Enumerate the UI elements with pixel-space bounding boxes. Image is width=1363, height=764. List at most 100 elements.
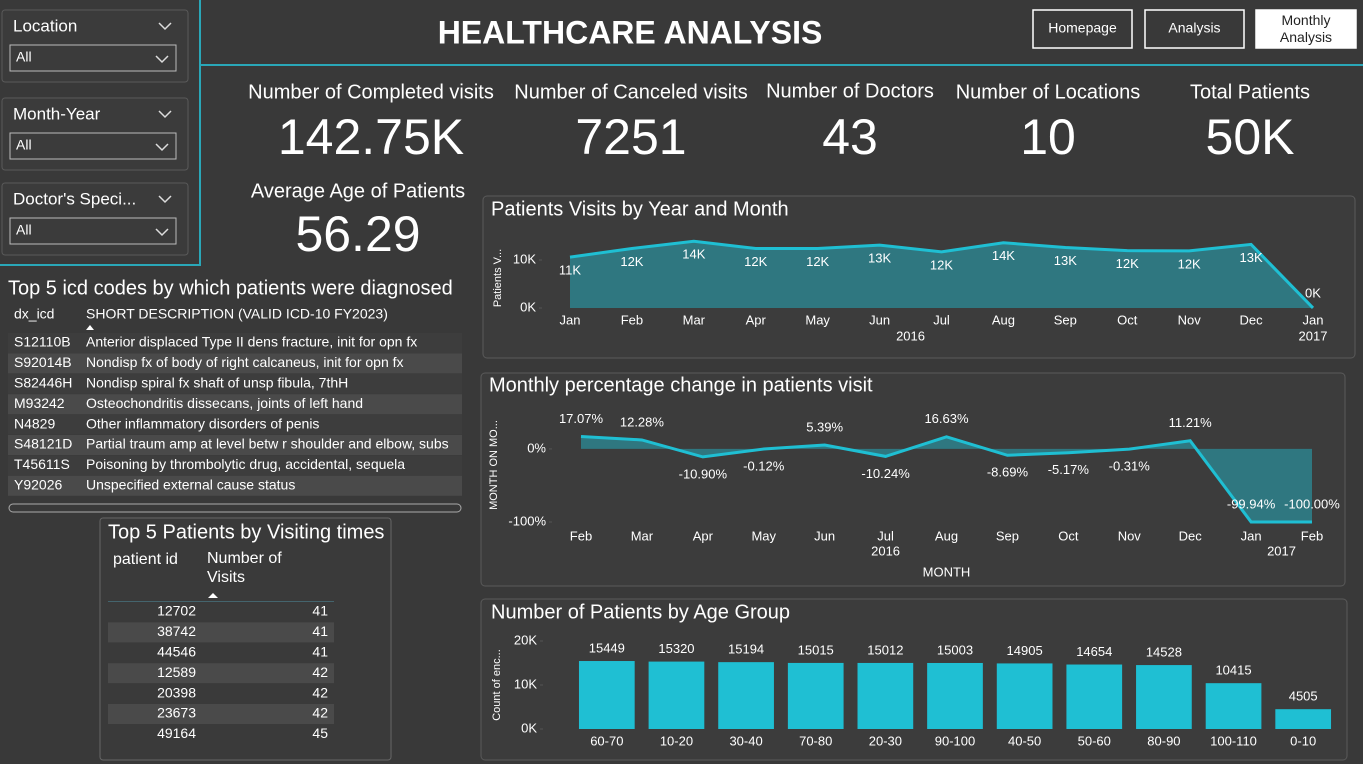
data-label: 15012 bbox=[867, 642, 903, 657]
table-title: Top 5 Patients by Visiting times bbox=[108, 521, 384, 543]
chevron-icon bbox=[158, 110, 172, 119]
nav-button-label-box: Monthly Analysis bbox=[1279, 12, 1333, 45]
x-tick-label: Aug bbox=[935, 528, 958, 543]
data-label: 15015 bbox=[798, 642, 834, 657]
x-tick-label: Jan bbox=[1303, 312, 1324, 327]
kpi-label: Number of Doctors bbox=[766, 80, 934, 102]
data-label: 14K bbox=[992, 248, 1015, 263]
table-row bbox=[8, 475, 462, 496]
y-axis-label: Count of enc... bbox=[491, 649, 503, 721]
data-label: 15449 bbox=[589, 640, 625, 655]
filter-label: Doctor's Speci... bbox=[13, 189, 136, 208]
table-cell: 23673 bbox=[157, 705, 196, 721]
x-tick-label: 40-50 bbox=[1008, 733, 1041, 748]
x-tick-label: Dec bbox=[1179, 528, 1203, 543]
table-cell: Unspecified external cause status bbox=[86, 477, 295, 493]
y-tick-label: 0K bbox=[520, 299, 536, 314]
data-label: -10.24% bbox=[861, 466, 910, 481]
table-row bbox=[108, 602, 334, 622]
bar bbox=[927, 662, 983, 729]
x-tick-label: Sep bbox=[1054, 312, 1077, 327]
table-cell: Partial traum amp at level betw r should… bbox=[86, 436, 449, 452]
x-tick-label: Jul bbox=[933, 312, 950, 327]
bar bbox=[648, 661, 705, 729]
x-tick-label: 70-80 bbox=[799, 733, 832, 748]
data-label: 11K bbox=[559, 263, 581, 278]
filter-label: Month-Year bbox=[13, 104, 101, 123]
x-tick-label: 60-70 bbox=[590, 733, 623, 748]
data-label: 10415 bbox=[1215, 663, 1251, 678]
kpi-value: 7251 bbox=[575, 109, 686, 165]
data-label: -99.94% bbox=[1227, 496, 1276, 511]
table-cell: 38742 bbox=[157, 623, 196, 639]
nav-button[interactable] bbox=[1144, 9, 1245, 49]
table-cell: T45611S bbox=[14, 456, 70, 472]
data-label: 15194 bbox=[728, 642, 764, 657]
chevron-icon bbox=[155, 143, 169, 152]
bar bbox=[1275, 709, 1332, 729]
nav-button-label: Homepage bbox=[1048, 20, 1117, 36]
kpi-label: Average Age of Patients bbox=[251, 180, 465, 202]
data-label: 13K bbox=[1054, 253, 1077, 268]
table-cell: 12589 bbox=[157, 664, 196, 680]
x-tick-label: 50-60 bbox=[1078, 733, 1111, 748]
x-tick-label: Nov bbox=[1178, 312, 1202, 327]
filter-dropdown[interactable] bbox=[9, 44, 177, 72]
filter-label: Location bbox=[13, 16, 77, 35]
table-cell: Other inflammatory disorders of penis bbox=[86, 415, 319, 431]
data-label: -0.12% bbox=[743, 458, 785, 473]
nav-button-label[interactable]: Monthly Analysis bbox=[1279, 12, 1333, 45]
table-row bbox=[8, 435, 462, 455]
kpi-value: 43 bbox=[822, 109, 878, 165]
chart-title: Patients Visits by Year and Month bbox=[491, 198, 789, 220]
data-label: 4505 bbox=[1289, 689, 1318, 704]
bar bbox=[996, 663, 1053, 729]
x-group-label: 2017 bbox=[1299, 328, 1328, 343]
data-label: 0K bbox=[1305, 285, 1321, 300]
x-tick-label: Jul bbox=[877, 528, 894, 543]
table-cell: 42 bbox=[312, 705, 328, 721]
data-label: 12K bbox=[1116, 256, 1139, 271]
y-axis-label: MONTH ON MO... bbox=[488, 420, 500, 510]
x-group-label: 2016 bbox=[871, 543, 900, 558]
table-cell: 12702 bbox=[157, 603, 196, 619]
x-tick-label: Sep bbox=[996, 528, 1019, 543]
filter-dropdown[interactable] bbox=[9, 132, 177, 160]
y-tick-label: 0K bbox=[521, 720, 537, 735]
y-tick-label: 10K bbox=[513, 251, 536, 266]
x-tick-label: 90-100 bbox=[935, 733, 975, 748]
table-header: patient id bbox=[113, 551, 178, 568]
x-group-label: 2017 bbox=[1267, 543, 1296, 558]
x-tick-label: Apr bbox=[746, 312, 767, 327]
bar bbox=[578, 661, 635, 729]
data-label: -8.69% bbox=[987, 465, 1029, 480]
table-cell: 45 bbox=[312, 725, 328, 741]
nav-button[interactable] bbox=[1255, 9, 1357, 49]
filter-card bbox=[1, 97, 189, 171]
x-tick-label: Feb bbox=[570, 528, 592, 543]
kpi-value: 10 bbox=[1020, 109, 1076, 165]
scrollbar[interactable] bbox=[8, 503, 462, 513]
table-cell: 42 bbox=[312, 664, 328, 680]
table-row bbox=[8, 333, 462, 353]
table-cell: S12110B bbox=[14, 334, 71, 350]
table-header: dx_icd bbox=[14, 306, 54, 322]
x-tick-label: 100-110 bbox=[1210, 733, 1257, 748]
filter-dropdown[interactable] bbox=[9, 217, 177, 245]
nav-button[interactable] bbox=[1032, 9, 1133, 49]
filter-value: All bbox=[16, 49, 32, 65]
data-label: 5.39% bbox=[806, 419, 843, 434]
table-row bbox=[108, 663, 334, 684]
x-tick-label: Mar bbox=[683, 312, 706, 327]
kpi-value: 142.75K bbox=[278, 109, 464, 165]
data-label: 15320 bbox=[658, 641, 694, 656]
x-tick-label: 30-40 bbox=[729, 733, 762, 748]
table-cell: 44546 bbox=[157, 644, 196, 660]
table-cell: 41 bbox=[312, 623, 328, 639]
data-label: 17.07% bbox=[559, 411, 604, 426]
data-label: 12K bbox=[744, 254, 767, 269]
x-tick-label: 80-90 bbox=[1147, 733, 1180, 748]
x-group-label: 2016 bbox=[896, 328, 925, 343]
table-row bbox=[8, 414, 462, 435]
data-label: -0.31% bbox=[1109, 459, 1151, 474]
